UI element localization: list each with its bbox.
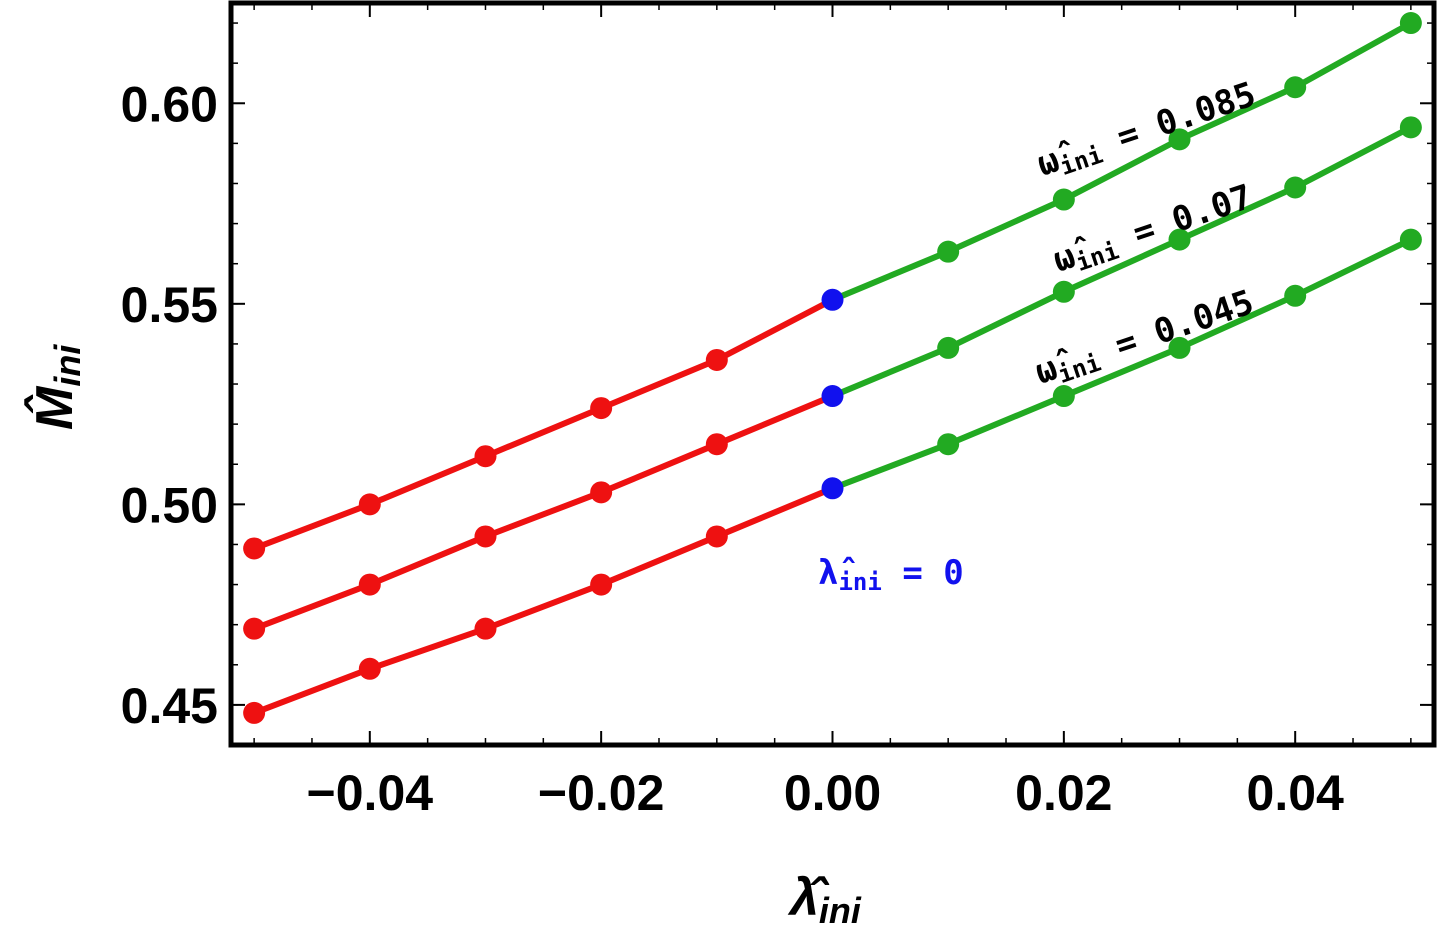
data-point bbox=[474, 445, 497, 468]
data-point bbox=[1284, 176, 1307, 199]
series-line-negative bbox=[253, 393, 834, 632]
data-point bbox=[590, 397, 613, 420]
x-tick-label: −0.02 bbox=[538, 765, 665, 821]
y-axis-title-sub: ini bbox=[47, 344, 88, 387]
y-tick-label: 0.45 bbox=[121, 678, 218, 734]
series-line-positive bbox=[831, 20, 1413, 303]
data-point bbox=[474, 525, 497, 548]
data-point bbox=[705, 348, 728, 371]
data-point bbox=[358, 573, 381, 596]
y-tick-label: 0.50 bbox=[121, 477, 218, 533]
data-point bbox=[243, 537, 266, 560]
data-point bbox=[590, 573, 613, 596]
data-point bbox=[821, 477, 844, 500]
y-axis-title-base: M̂ bbox=[24, 385, 84, 430]
data-point bbox=[1168, 336, 1191, 359]
data-point bbox=[358, 657, 381, 680]
series-line-positive bbox=[831, 124, 1413, 399]
data-point bbox=[1284, 76, 1307, 99]
series-label: ω̂ini = 0.085 bbox=[1032, 74, 1261, 187]
data-point bbox=[1399, 228, 1422, 251]
zero-annotation-value: = 0 bbox=[882, 553, 964, 593]
data-point bbox=[1284, 284, 1307, 307]
x-tick-label: 0.02 bbox=[1015, 765, 1112, 821]
x-axis-title-sub: ini bbox=[819, 890, 862, 928]
y-tick-label: 0.55 bbox=[121, 277, 218, 333]
series-label-value: = 0.045 bbox=[1091, 282, 1259, 372]
y-tick-label: 0.60 bbox=[121, 76, 218, 132]
ticks: −0.04 −0.02 0.00 0.02 0.04 0.45 0.50 0.55 0.60 bbox=[121, 3, 1434, 821]
data-point bbox=[1399, 12, 1422, 35]
x-axis-title: λ̂ini bbox=[787, 869, 862, 928]
series-line-positive bbox=[831, 236, 1413, 492]
data-point bbox=[474, 617, 497, 640]
data-point bbox=[1052, 188, 1075, 211]
data-point bbox=[937, 240, 960, 263]
data-point bbox=[1052, 385, 1075, 408]
series-line-negative bbox=[253, 485, 834, 716]
series-layer bbox=[243, 12, 1422, 724]
data-point bbox=[937, 336, 960, 359]
data-point bbox=[590, 481, 613, 504]
data-point bbox=[1168, 128, 1191, 151]
data-point bbox=[1052, 280, 1075, 303]
data-point bbox=[821, 385, 844, 408]
x-tick-label: 0.00 bbox=[784, 765, 881, 821]
series bbox=[243, 228, 1422, 724]
series-label-value: = 0.085 bbox=[1093, 74, 1261, 164]
data-point bbox=[1168, 228, 1191, 251]
data-point bbox=[243, 701, 266, 724]
zero-annotation-sub: ini bbox=[838, 568, 881, 596]
data-point bbox=[1399, 116, 1422, 139]
series bbox=[243, 116, 1422, 640]
data-point bbox=[358, 493, 381, 516]
data-point bbox=[705, 525, 728, 548]
data-point bbox=[243, 617, 266, 640]
data-point bbox=[937, 433, 960, 456]
data-point bbox=[705, 433, 728, 456]
y-axis-title: M̂ini bbox=[24, 344, 88, 430]
x-tick-label: 0.04 bbox=[1247, 765, 1345, 821]
series bbox=[243, 12, 1422, 560]
x-tick-label: −0.04 bbox=[307, 765, 434, 821]
series-line-negative bbox=[253, 297, 834, 552]
data-point bbox=[821, 288, 844, 311]
zero-annotation: λ̂ini = 0 bbox=[818, 553, 964, 596]
